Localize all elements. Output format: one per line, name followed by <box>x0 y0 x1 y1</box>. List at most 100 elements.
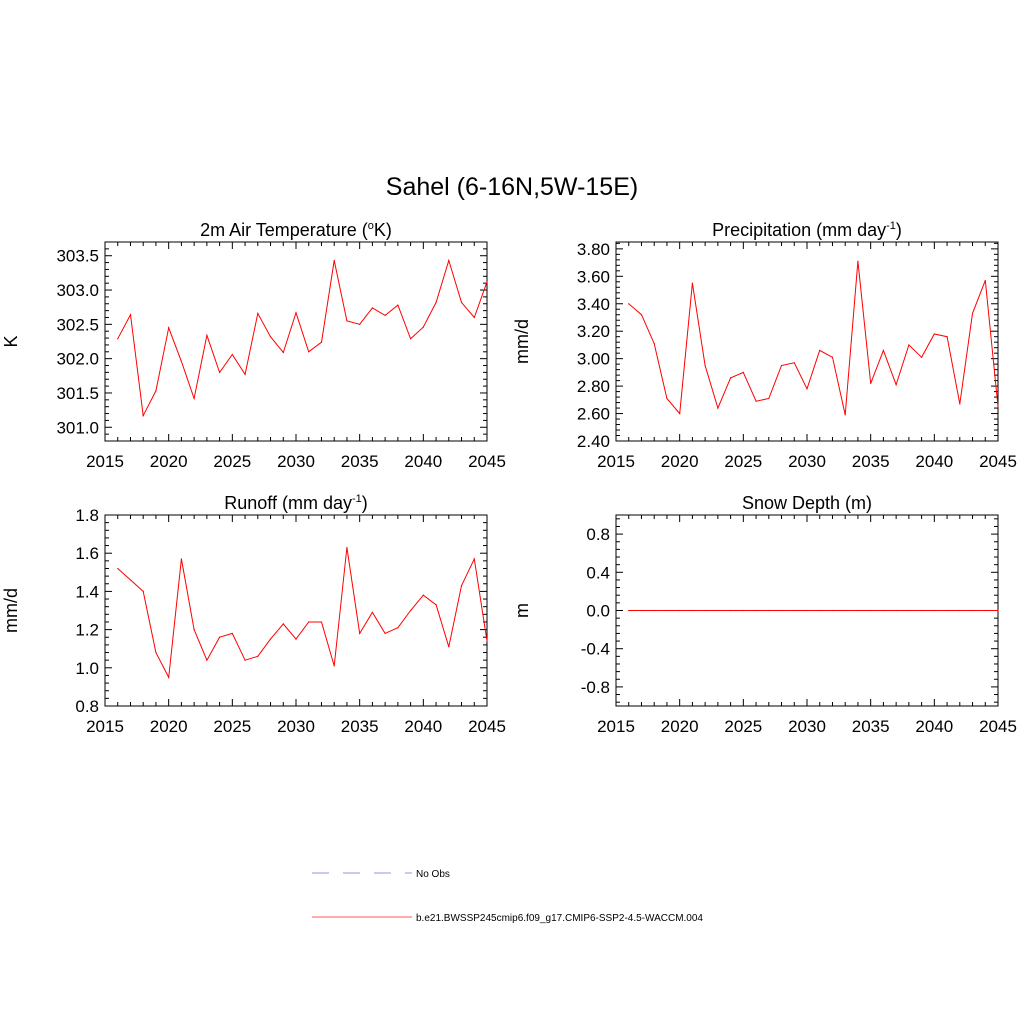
x-tick-label: 2045 <box>979 717 1017 736</box>
x-tick-label: 2025 <box>724 717 762 736</box>
data-point <box>231 632 233 635</box>
data-point <box>997 406 999 408</box>
x-tick-label: 2030 <box>788 452 826 471</box>
data-point <box>257 312 259 314</box>
data-point <box>384 314 386 317</box>
data-point <box>193 397 195 400</box>
panel-title: Precipitation (mm day-1) <box>712 220 902 240</box>
data-point <box>295 312 297 314</box>
data-point <box>410 338 412 340</box>
data-point <box>269 638 272 640</box>
data-point <box>717 407 719 409</box>
panels: 2m Air Temperature (oK) K 2015 2020 2025 2030… <box>1 220 1017 736</box>
y-tick-label: 303.0 <box>56 281 99 300</box>
main-title: Sahel (6-16N,5W-15E) <box>386 173 638 201</box>
data-point <box>320 621 323 623</box>
y-tick-label: -0.4 <box>581 640 610 659</box>
data-point <box>653 342 655 345</box>
data-point <box>755 609 757 612</box>
y-tick-label: 0.4 <box>586 563 610 582</box>
data-point <box>857 609 859 612</box>
x-tick-label: 2020 <box>661 717 699 736</box>
y-tick-label: 3.60 <box>577 267 610 286</box>
y-tick-label: 301.5 <box>56 384 99 403</box>
x-tick-label: 2040 <box>915 717 953 736</box>
data-point <box>384 632 386 635</box>
data-point <box>117 338 119 340</box>
data-point <box>717 609 719 612</box>
x-tick-label: 2045 <box>979 452 1017 471</box>
panel-title: Snow Depth (m) <box>742 493 872 513</box>
panel-title: Runoff (mm day-1) <box>224 493 368 513</box>
legend-label: b.e21.BWSSP245cmip6.f09_g17.CMIP6-SSP2-4… <box>416 913 703 924</box>
y-tick-label: 1.8 <box>75 506 99 525</box>
data-point <box>806 388 808 390</box>
y-tick-label: 302.5 <box>56 315 99 334</box>
plot-frame <box>615 241 999 442</box>
data-point <box>397 304 399 306</box>
x-tick-label: 2040 <box>404 452 442 471</box>
data-point <box>959 403 961 405</box>
data-point <box>282 351 284 354</box>
data-point <box>180 558 182 560</box>
y-tick-label: 1.6 <box>75 544 99 563</box>
data-point <box>793 362 795 364</box>
data-point <box>679 412 681 415</box>
data-point <box>371 307 373 309</box>
data-point <box>282 623 284 625</box>
data-point <box>308 621 310 623</box>
y-tick-label: 0.0 <box>586 602 610 621</box>
data-point <box>473 316 475 319</box>
data-point <box>129 579 132 581</box>
y-tick-label: 2.80 <box>577 377 610 396</box>
data-point <box>984 609 986 612</box>
legend-label: No Obs <box>416 869 450 880</box>
data-point <box>768 397 770 400</box>
data-point <box>831 609 834 612</box>
y-axis-label: mm/d <box>512 319 532 364</box>
data-point <box>908 344 910 346</box>
y-tick-label: 0.8 <box>586 525 610 544</box>
data-point <box>129 314 132 316</box>
y-tick-label: -0.8 <box>581 678 610 697</box>
panel-1: 2m Air Temperature (oK) K 2015 2020 2025 2030… <box>1 220 506 471</box>
data-point <box>895 609 897 612</box>
y-tick-label: 3.20 <box>577 322 610 341</box>
x-tick-label: 2030 <box>277 717 315 736</box>
series-line <box>117 258 488 418</box>
data-point <box>295 638 297 640</box>
y-tick-label: 3.00 <box>577 350 610 369</box>
panel-3: Runoff (mm day-1) mm/d 2015 2020 2025 2030 203… <box>1 493 506 736</box>
data-point <box>435 301 437 303</box>
plot-frame <box>104 241 488 442</box>
x-tick-label: 2020 <box>150 717 188 736</box>
data-point <box>730 609 732 612</box>
data-point <box>346 546 348 549</box>
data-point <box>691 609 694 612</box>
data-point <box>142 415 144 417</box>
y-axis-label: m <box>512 603 532 618</box>
data-point <box>422 326 424 328</box>
data-point <box>640 314 643 316</box>
data-point <box>486 281 488 283</box>
x-tick-label: 2045 <box>468 717 506 736</box>
data-point <box>882 609 885 612</box>
data-point <box>704 609 706 612</box>
data-point <box>371 611 373 614</box>
data-point <box>422 594 424 596</box>
data-point <box>933 333 935 335</box>
y-tick-label: 2.40 <box>577 432 610 451</box>
data-point <box>730 377 732 379</box>
data-point <box>933 609 935 612</box>
panel-title: 2m Air Temperature (oK) <box>200 220 392 240</box>
data-point <box>819 349 821 352</box>
data-point <box>768 609 770 612</box>
data-point <box>333 259 335 262</box>
data-point <box>628 303 630 305</box>
data-point <box>895 384 897 386</box>
x-tick-label: 2020 <box>661 452 699 471</box>
plot-frame <box>104 514 488 707</box>
y-tick-label: 1.0 <box>75 659 99 678</box>
data-point <box>410 609 412 612</box>
